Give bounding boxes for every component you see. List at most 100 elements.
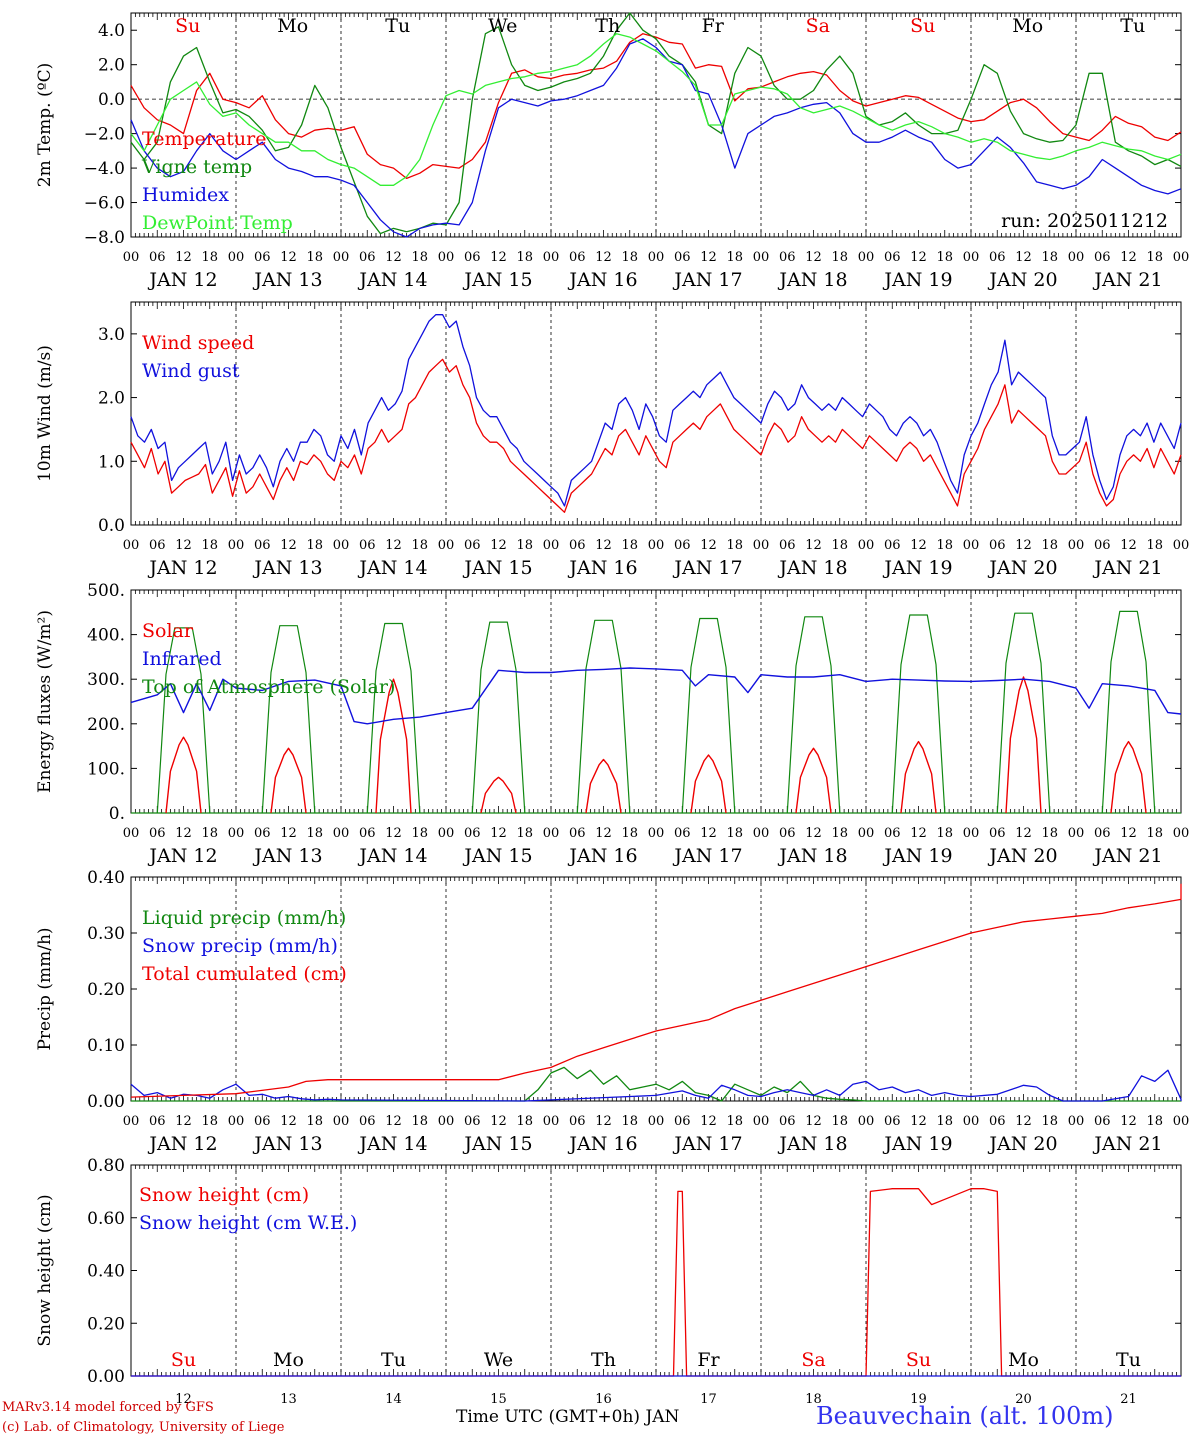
weekday-label-bottom: Mo: [273, 1349, 304, 1371]
hour-tick-label: 00: [753, 538, 770, 553]
hour-tick-label: 18: [1146, 826, 1163, 841]
hour-tick-label: 12: [700, 538, 717, 553]
hour-tick-label: 18: [1041, 1114, 1058, 1129]
hour-tick-label: 12: [805, 250, 822, 265]
date-label: JAN 17: [672, 1133, 742, 1155]
y-tick-label: −8.0: [84, 228, 125, 248]
date-label: JAN 16: [567, 845, 637, 867]
y-tick-label: −6.0: [84, 194, 125, 214]
hour-tick-label: 18: [201, 826, 218, 841]
y-tick-label: 0.0: [98, 516, 125, 536]
date-label: JAN 15: [462, 845, 532, 867]
hour-tick-label: 12: [805, 538, 822, 553]
hour-tick-label: 12: [280, 250, 297, 265]
hour-tick-label: 12: [595, 538, 612, 553]
hour-tick-label: 00: [228, 250, 245, 265]
hour-tick-label: 12: [280, 1114, 297, 1129]
hour-tick-label: 18: [936, 826, 953, 841]
legend-entry: Snow precip (mm/h): [142, 935, 338, 957]
legend-entry: Temperature: [142, 128, 266, 150]
hour-tick-label: 12: [490, 538, 507, 553]
hour-tick-label: 00: [648, 250, 665, 265]
hour-tick-label: 18: [411, 250, 428, 265]
hour-tick-label: 06: [464, 250, 481, 265]
hour-tick-label: 12: [910, 1114, 927, 1129]
hour-tick-label: 06: [674, 1114, 691, 1129]
hour-tick-label: 12: [700, 1114, 717, 1129]
y-axis-label: Energy fluxes (W/m²): [35, 610, 55, 793]
hour-tick-label: 12: [805, 826, 822, 841]
hour-tick-label: 06: [1094, 250, 1111, 265]
hour-tick-label: 06: [254, 826, 271, 841]
hour-tick-label: 00: [858, 826, 875, 841]
hour-tick-label: 12: [1015, 826, 1032, 841]
hour-tick-label: 00: [963, 826, 980, 841]
hour-tick-label: 00: [123, 538, 140, 553]
hour-tick-label: 06: [779, 538, 796, 553]
hour-tick-label: 12: [490, 826, 507, 841]
vigne-temp-line: [130, 12, 1182, 235]
hour-tick-label: 06: [149, 538, 166, 553]
date-label: JAN 15: [462, 269, 532, 291]
weekday-label-bottom: Mo: [1008, 1349, 1039, 1371]
wind-gust-line: [130, 314, 1182, 507]
hour-tick-label: 00: [543, 826, 560, 841]
y-tick-label: 0.: [109, 804, 125, 824]
hour-tick-label: 18: [831, 250, 848, 265]
date-label: JAN 16: [567, 557, 637, 579]
solar-line: [165, 736, 202, 814]
y-axis-label: 2m Temp. (ºC): [35, 63, 55, 188]
day-number-label: 13: [280, 1392, 297, 1407]
date-label: JAN 20: [987, 557, 1057, 579]
legend-entry: Snow height (cm): [139, 1184, 309, 1206]
hour-tick-label: 06: [569, 250, 586, 265]
date-label: JAN 21: [1092, 845, 1162, 867]
hour-tick-label: 00: [1173, 826, 1190, 841]
date-label: JAN 12: [147, 845, 217, 867]
hour-tick-label: 12: [595, 250, 612, 265]
y-tick-label: 0.20: [87, 980, 125, 1000]
hour-tick-label: 00: [1068, 826, 1085, 841]
hour-tick-label: 06: [149, 1114, 166, 1129]
hour-tick-label: 12: [385, 250, 402, 265]
date-label: JAN 21: [1092, 557, 1162, 579]
hour-tick-label: 00: [858, 538, 875, 553]
day-number-label: 16: [595, 1392, 612, 1407]
hour-tick-label: 18: [726, 250, 743, 265]
hour-tick-label: 18: [831, 1114, 848, 1129]
hour-tick-label: 00: [333, 250, 350, 265]
day-number-label: 20: [1015, 1392, 1032, 1407]
legend-entry: Solar: [142, 620, 194, 642]
toa-solar-line: [471, 621, 526, 814]
date-label: JAN 21: [1092, 269, 1162, 291]
hour-tick-label: 12: [910, 250, 927, 265]
hour-tick-label: 18: [726, 538, 743, 553]
plot-frame-wind: [130, 301, 1182, 526]
hour-tick-label: 18: [516, 250, 533, 265]
date-label: JAN 12: [147, 269, 217, 291]
solar-line: [1005, 676, 1042, 814]
date-label: JAN 17: [672, 557, 742, 579]
hour-tick-label: 00: [228, 826, 245, 841]
y-tick-label: 0.40: [87, 1262, 125, 1282]
hour-tick-label: 06: [254, 250, 271, 265]
hour-tick-label: 06: [989, 826, 1006, 841]
solar-line: [1110, 740, 1147, 814]
hour-tick-label: 12: [1015, 538, 1032, 553]
legend-entry: Snow height (cm W.E.): [139, 1212, 357, 1234]
infrared-line: [130, 667, 1182, 725]
hour-tick-label: 12: [175, 1114, 192, 1129]
hour-tick-label: 06: [989, 250, 1006, 265]
liquid-precip-mm-h--line: [131, 1066, 1181, 1102]
legend-entry: Vigne temp: [141, 156, 252, 178]
hour-tick-label: 00: [123, 826, 140, 841]
hour-tick-label: 06: [149, 826, 166, 841]
hour-tick-label: 12: [700, 826, 717, 841]
hour-tick-label: 12: [175, 826, 192, 841]
wind-speed-line: [130, 358, 1182, 513]
weekday-label-top: Tu: [385, 15, 410, 37]
y-tick-label: 300.: [87, 670, 125, 690]
hour-tick-label: 18: [621, 538, 638, 553]
hour-tick-label: 00: [1173, 250, 1190, 265]
weekday-label-bottom: Su: [906, 1349, 931, 1371]
